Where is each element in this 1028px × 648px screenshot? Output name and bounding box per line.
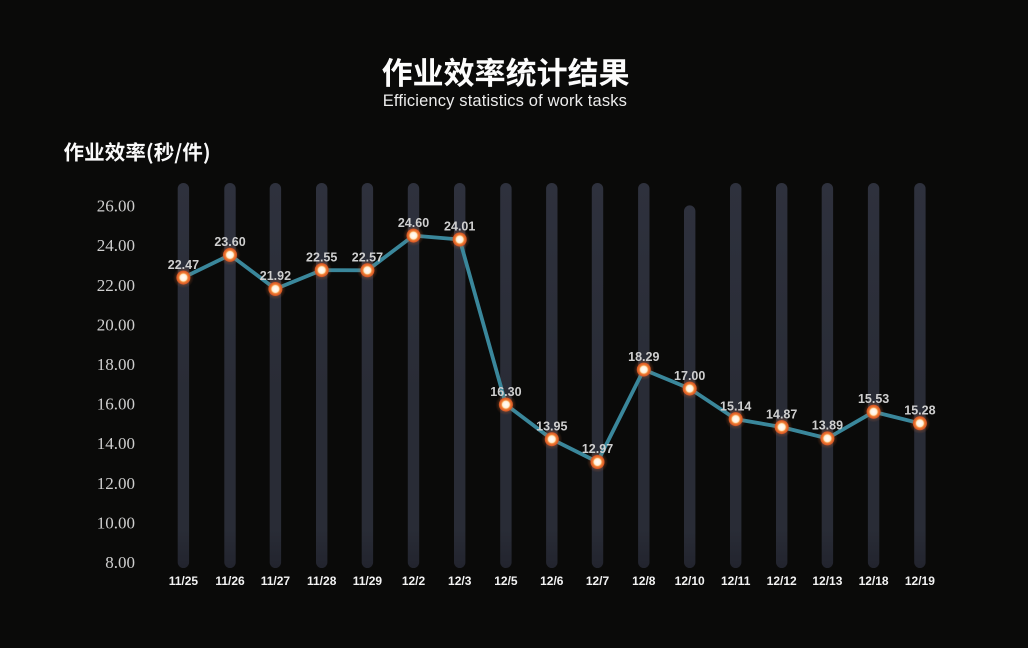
svg-text:13.89: 13.89: [812, 419, 843, 433]
svg-text:13.95: 13.95: [536, 419, 567, 433]
svg-text:12/11: 12/11: [721, 574, 751, 588]
svg-text:11/28: 11/28: [307, 574, 337, 588]
svg-text:18.00: 18.00: [97, 355, 135, 374]
svg-text:11/25: 11/25: [169, 574, 199, 588]
svg-text:22.47: 22.47: [168, 258, 199, 272]
svg-text:12/7: 12/7: [586, 574, 610, 588]
svg-text:22.57: 22.57: [352, 251, 383, 265]
svg-text:14.00: 14.00: [97, 434, 135, 453]
svg-text:21.92: 21.92: [260, 269, 291, 283]
svg-text:12/18: 12/18: [859, 574, 889, 588]
svg-text:12/8: 12/8: [632, 574, 656, 588]
svg-text:22.55: 22.55: [306, 250, 337, 264]
svg-text:16.00: 16.00: [97, 395, 135, 414]
svg-text:26.00: 26.00: [97, 197, 135, 216]
svg-text:12/3: 12/3: [448, 574, 472, 588]
svg-text:14.87: 14.87: [766, 407, 797, 421]
svg-text:11/27: 11/27: [261, 574, 291, 588]
svg-text:24.60: 24.60: [398, 216, 429, 230]
svg-text:12/5: 12/5: [494, 574, 518, 588]
svg-text:12.97: 12.97: [582, 442, 613, 456]
svg-text:12/6: 12/6: [540, 574, 564, 588]
svg-text:15.28: 15.28: [904, 404, 935, 418]
svg-text:15.14: 15.14: [720, 399, 751, 413]
svg-text:23.60: 23.60: [214, 235, 245, 249]
svg-text:18.29: 18.29: [628, 350, 659, 364]
svg-text:22.00: 22.00: [97, 276, 135, 295]
svg-text:15.53: 15.53: [858, 392, 889, 406]
svg-text:Efficiency statistics of work: Efficiency statistics of work tasks: [383, 92, 627, 110]
svg-text:12.00: 12.00: [97, 474, 135, 493]
svg-text:17.00: 17.00: [674, 369, 705, 383]
svg-text:20.00: 20.00: [97, 315, 135, 334]
svg-text:11/26: 11/26: [215, 574, 245, 588]
svg-text:11/29: 11/29: [353, 574, 383, 588]
svg-text:12/12: 12/12: [767, 574, 797, 588]
svg-text:10.00: 10.00: [97, 513, 135, 532]
svg-text:12/19: 12/19: [905, 574, 935, 588]
svg-text:12/10: 12/10: [675, 574, 705, 588]
svg-text:24.00: 24.00: [97, 236, 135, 255]
svg-text:8.00: 8.00: [105, 553, 135, 572]
svg-text:12/13: 12/13: [812, 574, 842, 588]
svg-text:12/2: 12/2: [402, 574, 426, 588]
svg-text:24.01: 24.01: [444, 220, 475, 234]
svg-text:16.30: 16.30: [490, 385, 521, 399]
